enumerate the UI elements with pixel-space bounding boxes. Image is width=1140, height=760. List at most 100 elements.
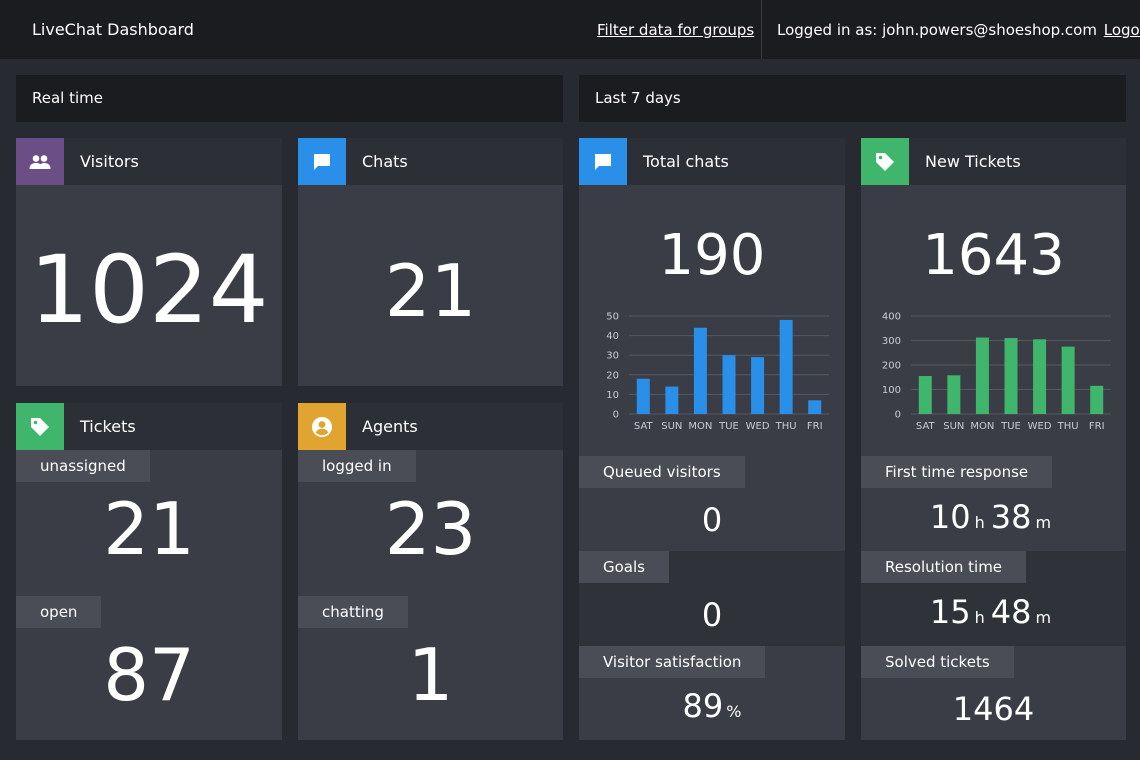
bar-sat — [636, 378, 650, 414]
logout-link[interactable]: Logout — [1103, 21, 1140, 39]
new-tickets-chart: 0 100 200 300 400 SAT SUN MON TUE WED THU FRI — [882, 312, 1111, 432]
y-tick-label: 20 — [606, 370, 619, 381]
first-response-minutes: 38 — [990, 498, 1032, 536]
new-tickets-tile: New Tickets 1643 0 100 200 300 400 SAT SUN MON T… — [861, 138, 1126, 740]
visitors-tile-header: Visitors — [16, 138, 282, 185]
bar-wed — [1033, 339, 1047, 414]
new-tickets-count: 1643 — [922, 223, 1065, 288]
y-tick-label: 10 — [606, 390, 619, 401]
y-tick-label: 30 — [606, 351, 619, 362]
chats-title: Chats — [362, 152, 408, 171]
open-label: open — [16, 596, 102, 628]
x-tick-label: WED — [746, 421, 770, 432]
logged-in-as-text: Logged in as: john.powers@shoeshop.com — [777, 21, 1097, 39]
y-tick-label: 40 — [606, 331, 619, 342]
satisfaction-unit: % — [726, 702, 742, 721]
user-circle-icon — [298, 403, 346, 450]
x-tick-label: THU — [775, 421, 797, 432]
tickets-tile: Tickets unassigned 21 open 87 — [16, 403, 282, 740]
agents-tile: Agents logged in 23 chatting 1 — [298, 403, 563, 740]
unassigned-label: unassigned — [16, 450, 150, 482]
resolution-time-label: Resolution time — [861, 551, 1027, 583]
bar-tue — [1004, 338, 1018, 414]
resolution-hours: 15 — [929, 593, 971, 631]
chatting-label: chatting — [298, 596, 408, 628]
y-tick-label: 400 — [882, 312, 901, 323]
y-tick-label: 50 — [606, 312, 619, 323]
satisfaction-number: 89 — [682, 687, 724, 725]
bar-fri — [808, 400, 822, 414]
y-tick-label: 100 — [882, 385, 901, 396]
goals-label: Goals — [579, 551, 669, 583]
bar-sat — [918, 376, 932, 414]
queued-visitors-label: Queued visitors — [579, 456, 745, 488]
chat-bubble-icon — [579, 138, 627, 185]
total-chats-chart: 0 10 20 30 40 50 SAT SUN MON TUE WED THU FRI — [606, 312, 829, 432]
first-response-label: First time response — [861, 456, 1053, 488]
unassigned-count: 21 — [103, 487, 195, 571]
hours-unit: h — [974, 513, 985, 532]
x-tick-label: WED — [1028, 421, 1052, 432]
total-chats-count: 190 — [658, 223, 766, 288]
section-real-time-title: Real time — [32, 89, 103, 107]
total-chats-tile: Total chats 190 0 10 20 30 40 50 SAT SUN MON TUE W… — [579, 138, 845, 740]
tickets-tile-header: Tickets — [16, 403, 282, 450]
first-response-hours: 10 — [929, 498, 971, 536]
visitor-satisfaction-value: 89% — [579, 690, 845, 722]
x-tick-label: MON — [688, 421, 712, 432]
bar-mon — [975, 337, 989, 414]
y-tick-label: 0 — [613, 410, 619, 421]
chats-count: 21 — [384, 249, 477, 333]
total-chats-title: Total chats — [643, 152, 729, 171]
open-count: 87 — [103, 633, 195, 717]
user-info: Logged in as: john.powers@shoeshop.com L… — [777, 20, 1140, 40]
filter-groups-link[interactable]: Filter data for groups — [597, 21, 755, 39]
x-tick-label: MON — [970, 421, 994, 432]
x-tick-label: FRI — [1089, 421, 1105, 432]
x-tick-label: SUN — [943, 421, 964, 432]
resolution-minutes: 48 — [990, 593, 1032, 631]
section-last-7-days: Last 7 days — [579, 75, 1126, 122]
tag-icon — [16, 403, 64, 450]
bar-mon — [693, 327, 707, 414]
bar-thu — [1061, 346, 1075, 414]
people-icon — [16, 138, 64, 185]
hours-unit: h — [974, 608, 985, 627]
logged-in-label: logged in — [298, 450, 416, 482]
visitors-title: Visitors — [80, 152, 139, 171]
y-tick-label: 200 — [882, 361, 901, 372]
chat-bubble-icon — [298, 138, 346, 185]
visitors-tile: Visitors 1024 — [16, 138, 282, 386]
x-tick-label: THU — [1057, 421, 1079, 432]
x-tick-label: FRI — [807, 421, 823, 432]
section-real-time: Real time — [16, 75, 563, 122]
resolution-time-value: 15 h 48 m — [861, 596, 1126, 628]
bar-sun — [665, 386, 679, 414]
bar-tue — [722, 355, 736, 414]
goals-count: 0 — [701, 596, 723, 634]
new-tickets-tile-header: New Tickets — [861, 138, 1126, 185]
y-tick-label: 0 — [895, 410, 901, 421]
tickets-title: Tickets — [80, 417, 136, 436]
bar-fri — [1090, 385, 1104, 414]
logged-in-count: 23 — [384, 487, 477, 571]
chats-tile-header: Chats — [298, 138, 563, 185]
bar-sun — [947, 375, 961, 414]
section-last-7-days-title: Last 7 days — [595, 89, 681, 107]
solved-tickets-count: 1464 — [952, 690, 1035, 728]
y-tick-label: 300 — [882, 336, 901, 347]
header-divider — [761, 0, 762, 59]
agents-tile-header: Agents — [298, 403, 563, 450]
bar-thu — [779, 319, 793, 414]
x-tick-label: SAT — [634, 421, 654, 432]
app-title: LiveChat Dashboard — [32, 20, 194, 39]
agents-title: Agents — [362, 417, 418, 436]
x-tick-label: TUE — [1000, 421, 1021, 432]
new-tickets-title: New Tickets — [925, 152, 1021, 171]
x-tick-label: TUE — [718, 421, 739, 432]
tag-icon — [861, 138, 909, 185]
chats-tile: Chats 21 — [298, 138, 563, 386]
solved-tickets-label: Solved tickets — [861, 646, 1014, 678]
bar-wed — [751, 357, 765, 414]
minutes-unit: m — [1035, 513, 1052, 532]
